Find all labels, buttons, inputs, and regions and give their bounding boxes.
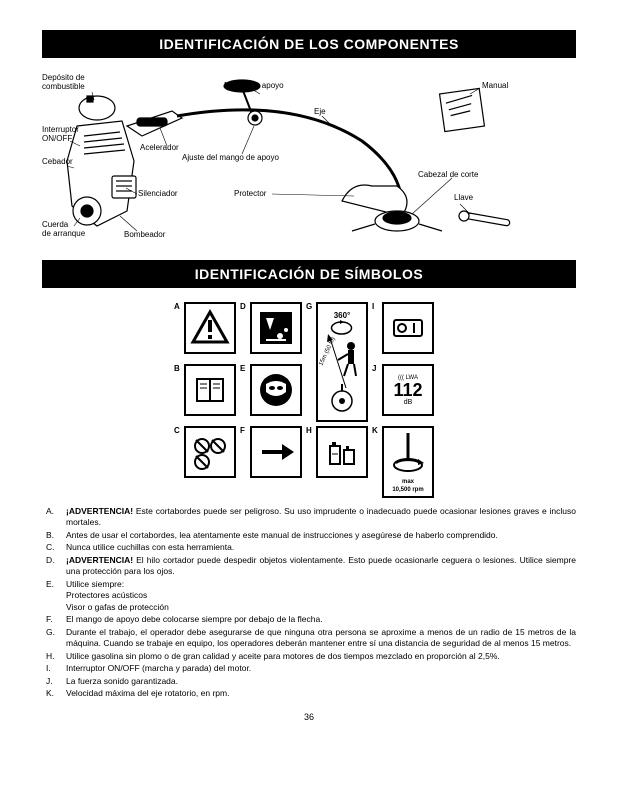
warning-letter: A.: [46, 506, 60, 529]
symbol-letter: K: [372, 426, 378, 435]
warning-item: E.Utilice siempre:Protectores acústicosV…: [46, 579, 576, 613]
svg-text:10,500 rpm: 10,500 rpm: [392, 487, 423, 493]
symbol-c-no-blade: C: [184, 426, 236, 478]
warning-letter: E.: [46, 579, 60, 613]
warning-text: Antes de usar el cortabordes, lea atenta…: [66, 530, 576, 541]
trimmer-diagram-svg: [42, 66, 576, 256]
warning-letter: C.: [46, 542, 60, 553]
label-handle: Mango de apoyo: [224, 82, 284, 91]
warning-text: Utilice siempre:Protectores acústicosVis…: [66, 579, 576, 613]
warning-letter: I.: [46, 663, 60, 674]
symbol-letter: D: [240, 302, 246, 311]
warning-item: H. Utilice gasolina sin plomo o de gran c…: [46, 651, 576, 662]
warning-item: B. Antes de usar el cortabordes, lea aten…: [46, 530, 576, 541]
svg-text:360°: 360°: [334, 311, 351, 320]
symbol-letter: H: [306, 426, 312, 435]
warning-text: La fuerza sonido garantizada.: [66, 676, 576, 687]
label-manual: Manual: [482, 82, 508, 91]
warning-text: ¡ADVERTENCIA! Este cortabordes puede ser…: [66, 506, 576, 529]
warning-item: A. ¡ADVERTENCIA! Este cortabordes puede s…: [46, 506, 576, 529]
sound-value: 112: [393, 381, 422, 399]
warning-letter: J.: [46, 676, 60, 687]
label-on-off: Interruptor ON/OFF: [42, 126, 79, 144]
symbols-header: IDENTIFICACIÓN DE SÍMBOLOS: [42, 260, 576, 288]
symbol-j-sound: J ((( LWA 112 dB: [382, 364, 434, 416]
symbol-letter: B: [174, 364, 180, 373]
label-throttle: Acelerador: [140, 144, 179, 153]
warning-text: El mango de apoyo debe colocarse siempre…: [66, 614, 576, 625]
components-header: IDENTIFICACIÓN DE LOS COMPONENTES: [42, 30, 576, 58]
warning-text: ¡ADVERTENCIA! El hilo cortador puede des…: [66, 555, 576, 578]
components-diagram: Depósito de combustible Interruptor ON/O…: [42, 66, 576, 256]
warning-item: C. Nunca utilice cuchillas con esta herra…: [46, 542, 576, 553]
symbol-col-3: G 360° 15m (50 ft.) H: [316, 302, 368, 498]
symbol-col-4: I J ((( LWA 112 dB K max 10,500 rpm: [382, 302, 434, 498]
svg-text:max: max: [402, 479, 415, 485]
warning-item: J. La fuerza sonido garantizada.: [46, 676, 576, 687]
warning-item: D. ¡ADVERTENCIA! El hilo cortador puede d…: [46, 555, 576, 578]
sound-unit: dB: [393, 399, 422, 406]
page-number: 36: [42, 712, 576, 722]
warning-item: F. El mango de apoyo debe colocarse siemp…: [46, 614, 576, 625]
symbol-g-distance: G 360° 15m (50 ft.): [316, 302, 368, 422]
label-muffler: Silenciador: [138, 190, 178, 199]
symbol-letter: F: [240, 426, 245, 435]
label-cutting-head: Cabezal de corte: [418, 171, 478, 180]
warning-letter: F.: [46, 614, 60, 625]
symbol-i-switch: I: [382, 302, 434, 354]
warning-item: K. Velocidad máxima del eje rotatorio, en…: [46, 688, 576, 699]
label-shaft: Eje: [314, 108, 326, 117]
label-pump: Bombeador: [124, 231, 165, 240]
warning-letter: H.: [46, 651, 60, 662]
symbol-k-rpm: K max 10,500 rpm: [382, 426, 434, 498]
warning-list: A. ¡ADVERTENCIA! Este cortabordes puede s…: [42, 506, 576, 700]
symbol-letter: E: [240, 364, 245, 373]
symbol-letter: A: [174, 302, 180, 311]
label-fuel-tank: Depósito de combustible: [42, 74, 85, 92]
warning-item: G. Durante el trabajo, el operador debe a…: [46, 627, 576, 650]
label-protector: Protector: [234, 190, 266, 199]
label-starter: Cuerda de arranque: [42, 221, 85, 239]
label-handle-adjust: Ajuste del mango de apoyo: [182, 154, 279, 163]
label-primer: Cebador: [42, 158, 73, 167]
warning-letter: G.: [46, 627, 60, 650]
symbol-e-protection: E: [250, 364, 302, 416]
symbols-grid: A B C D E F G 360°: [42, 302, 576, 498]
warning-letter: B.: [46, 530, 60, 541]
symbol-letter: C: [174, 426, 180, 435]
symbol-col-2: D E F: [250, 302, 302, 498]
symbol-f-arrow: F: [250, 426, 302, 478]
symbol-letter: I: [372, 302, 374, 311]
symbol-d-debris: D: [250, 302, 302, 354]
warning-text: Nunca utilice cuchillas con esta herrami…: [66, 542, 576, 553]
symbol-letter: G: [306, 302, 312, 311]
warning-text: Interruptor ON/OFF (marcha y parada) del…: [66, 663, 576, 674]
warning-text: Durante el trabajo, el operador debe ase…: [66, 627, 576, 650]
symbol-letter: J: [372, 364, 376, 373]
warning-text: Velocidad máxima del eje rotatorio, en r…: [66, 688, 576, 699]
symbol-col-1: A B C: [184, 302, 236, 498]
symbol-b-manual: B: [184, 364, 236, 416]
warning-text: Utilice gasolina sin plomo o de gran cal…: [66, 651, 576, 662]
symbol-a-warning: A: [184, 302, 236, 354]
warning-item: I. Interruptor ON/OFF (marcha y parada) d…: [46, 663, 576, 674]
warning-letter: D.: [46, 555, 60, 578]
label-wrench: Llave: [454, 194, 473, 203]
symbol-h-fuel: H: [316, 426, 368, 478]
warning-letter: K.: [46, 688, 60, 699]
